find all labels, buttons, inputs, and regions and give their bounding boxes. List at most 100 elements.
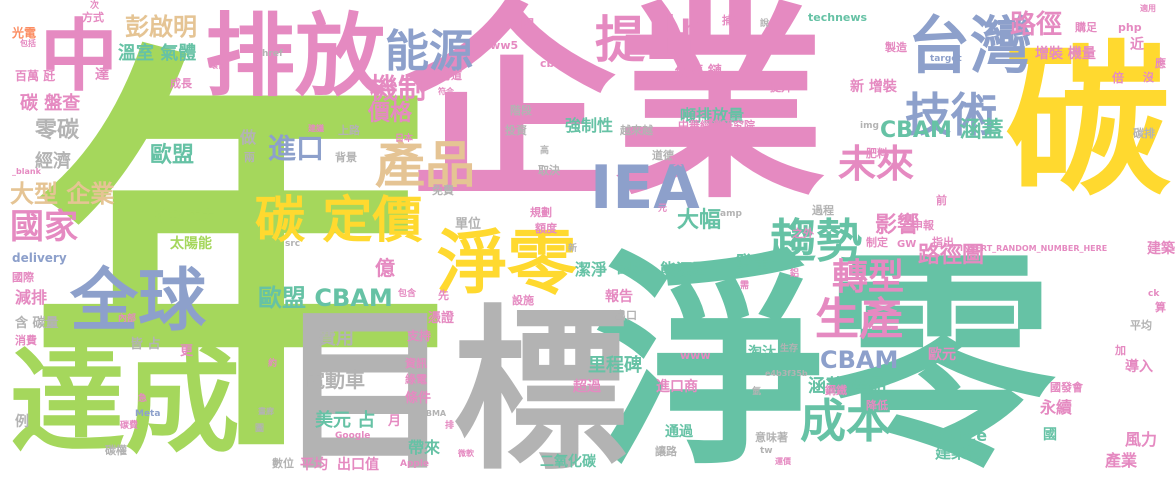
word-apple: Apple: [400, 459, 430, 469]
word-jinkou: 進口: [268, 132, 325, 165]
word-shuo: 說: [760, 19, 770, 29]
word-qiangzhixing: 強制性: [565, 116, 614, 135]
word-oumeng-cbam: 歐盟 CBAM: [258, 284, 393, 312]
word-geng: 更: [180, 344, 194, 359]
word-liang: 兩: [244, 151, 255, 164]
word-daoru: 導入: [1125, 359, 1153, 375]
word-baiwanwa: 百萬 瓩: [15, 69, 56, 83]
word-iea: IEA: [590, 153, 700, 223]
word-chanpin: 產品: [375, 136, 475, 194]
word-gao: 高: [540, 146, 550, 156]
word-yuelaiyue: 越來越: [620, 124, 653, 137]
word-mianfei: 免費: [432, 184, 454, 197]
word-daode: 道德: [652, 149, 674, 162]
word-pingzheng: 憑證: [428, 311, 455, 326]
word-www5: www5: [480, 39, 519, 52]
word-nengyuan: 能源: [385, 26, 473, 77]
word-taotai: 淘汰: [748, 345, 776, 361]
word-pingjun: 平均: [300, 457, 328, 473]
word-guangdian: 光電: [12, 26, 37, 40]
word-cbam-hangai: CBAM 涵蓋: [880, 118, 1004, 143]
word-jiejing: 潔淨: [575, 260, 608, 279]
word-mubiao: 目標: [278, 291, 628, 482]
word-zhizao: 製造: [885, 41, 907, 54]
word-diandongche: 電動車: [305, 368, 365, 392]
word-amp: amp: [720, 209, 742, 219]
word-e4b3f35b: e4b3f35b: [765, 369, 808, 378]
word-daxing-qiye: 大型 企業: [10, 180, 115, 208]
word-guihua: 規劃: [530, 206, 552, 219]
word-xiaofei: 消費: [15, 334, 37, 347]
word-chengzhang: 成長: [170, 77, 192, 90]
word-mei: 沒: [1143, 71, 1154, 84]
word-weilai: 未來: [838, 142, 915, 186]
word-qushi: 趨勢: [770, 214, 862, 268]
word-yiweizhe: 意味著: [755, 431, 788, 444]
word-jianzhuwu: 建築物: [935, 443, 984, 462]
word-guofahui: 國發會: [1050, 381, 1083, 394]
word-pingjun-gray: 平均: [1130, 319, 1152, 332]
word-shenbao: 申報: [912, 219, 934, 232]
word-tongguo: 通過: [665, 424, 693, 440]
word-tw: tw: [760, 446, 773, 456]
word-jingling-main: 淨零: [595, 231, 1056, 482]
word-guocheng: 過程: [812, 204, 834, 217]
word-ji: 急: [138, 394, 148, 404]
word-dun-paifangliang: 噸排放量: [680, 106, 745, 125]
word-gouzu: 購足: [1075, 21, 1097, 34]
word-guo: 國: [1043, 427, 1057, 443]
word-xin-zengzhuang: 新 增裝: [850, 79, 897, 95]
word-www: www: [680, 349, 711, 362]
word-tan-pancha: 碳 盤查: [20, 93, 81, 114]
word-oumeng: 歐盟: [150, 143, 195, 168]
word-dailai: 帶來: [408, 438, 441, 457]
word-yunjia: 運價: [775, 457, 791, 466]
word-xin: 新: [568, 244, 578, 254]
word-xiang: 項: [670, 154, 683, 168]
word-shengcun: 生存: [780, 344, 799, 354]
word-suan: 算: [1155, 301, 1166, 314]
word-feiliao: 肥料: [866, 147, 888, 160]
word-sheshi: 設施: [512, 294, 534, 307]
word-technews: technews: [808, 11, 868, 24]
word-cb: cb: [540, 57, 555, 70]
word-baogao: 報告: [605, 289, 633, 305]
word-qing: 氫: [752, 387, 762, 397]
word-di: 低: [688, 21, 699, 34]
word-peng: 彭啟明: [125, 13, 197, 41]
word-tisheng: 提升: [770, 81, 792, 94]
word-shuwei: 數位: [272, 457, 294, 470]
word-tu: 圖: [255, 424, 265, 434]
word-jia: 加: [1115, 344, 1126, 357]
word-riben: 日本: [395, 134, 414, 144]
word-guoji: 國際: [617, 261, 645, 277]
word-cbam-blue: CBAM: [820, 346, 899, 374]
word-gongying-lian: 供應 鏈: [675, 64, 722, 80]
word-buzhuo: 捕捉: [722, 14, 744, 27]
word-dafu: 大幅: [677, 208, 722, 233]
word-beijing: 背景: [335, 151, 357, 164]
word-danwei: 單位: [455, 217, 482, 232]
word-tan-big: 碳: [1005, 26, 1170, 218]
word-xiangguan: 相關: [510, 17, 535, 31]
word-yuan: 元: [658, 204, 668, 214]
word-jianpai: 減排: [15, 288, 48, 307]
word-tanquan: 碳權: [105, 444, 127, 457]
word-jizhi: 機制: [370, 72, 427, 105]
word-lujing: 路徑: [1010, 10, 1063, 40]
word-src: src: [285, 239, 301, 249]
word-baohan: 包含: [398, 289, 417, 299]
word-lingtan: 零碳: [35, 118, 80, 143]
word-delivery: delivery: [12, 251, 67, 265]
word-chukou: 出口: [615, 309, 637, 322]
word-eryanghuatan: 二氧化碳: [540, 454, 596, 470]
word-zhichu: 指出: [932, 236, 954, 249]
word-source: Source: [925, 426, 988, 445]
word-ying: 應: [1155, 57, 1166, 70]
word-jianyi: 建議: [308, 124, 324, 133]
word-jin: 近: [1130, 37, 1144, 53]
word-fangshi: 方式: [82, 11, 104, 24]
word-jishu: 技術: [905, 88, 997, 142]
word-wenshi-qiti: 溫室 氣體: [118, 43, 197, 64]
